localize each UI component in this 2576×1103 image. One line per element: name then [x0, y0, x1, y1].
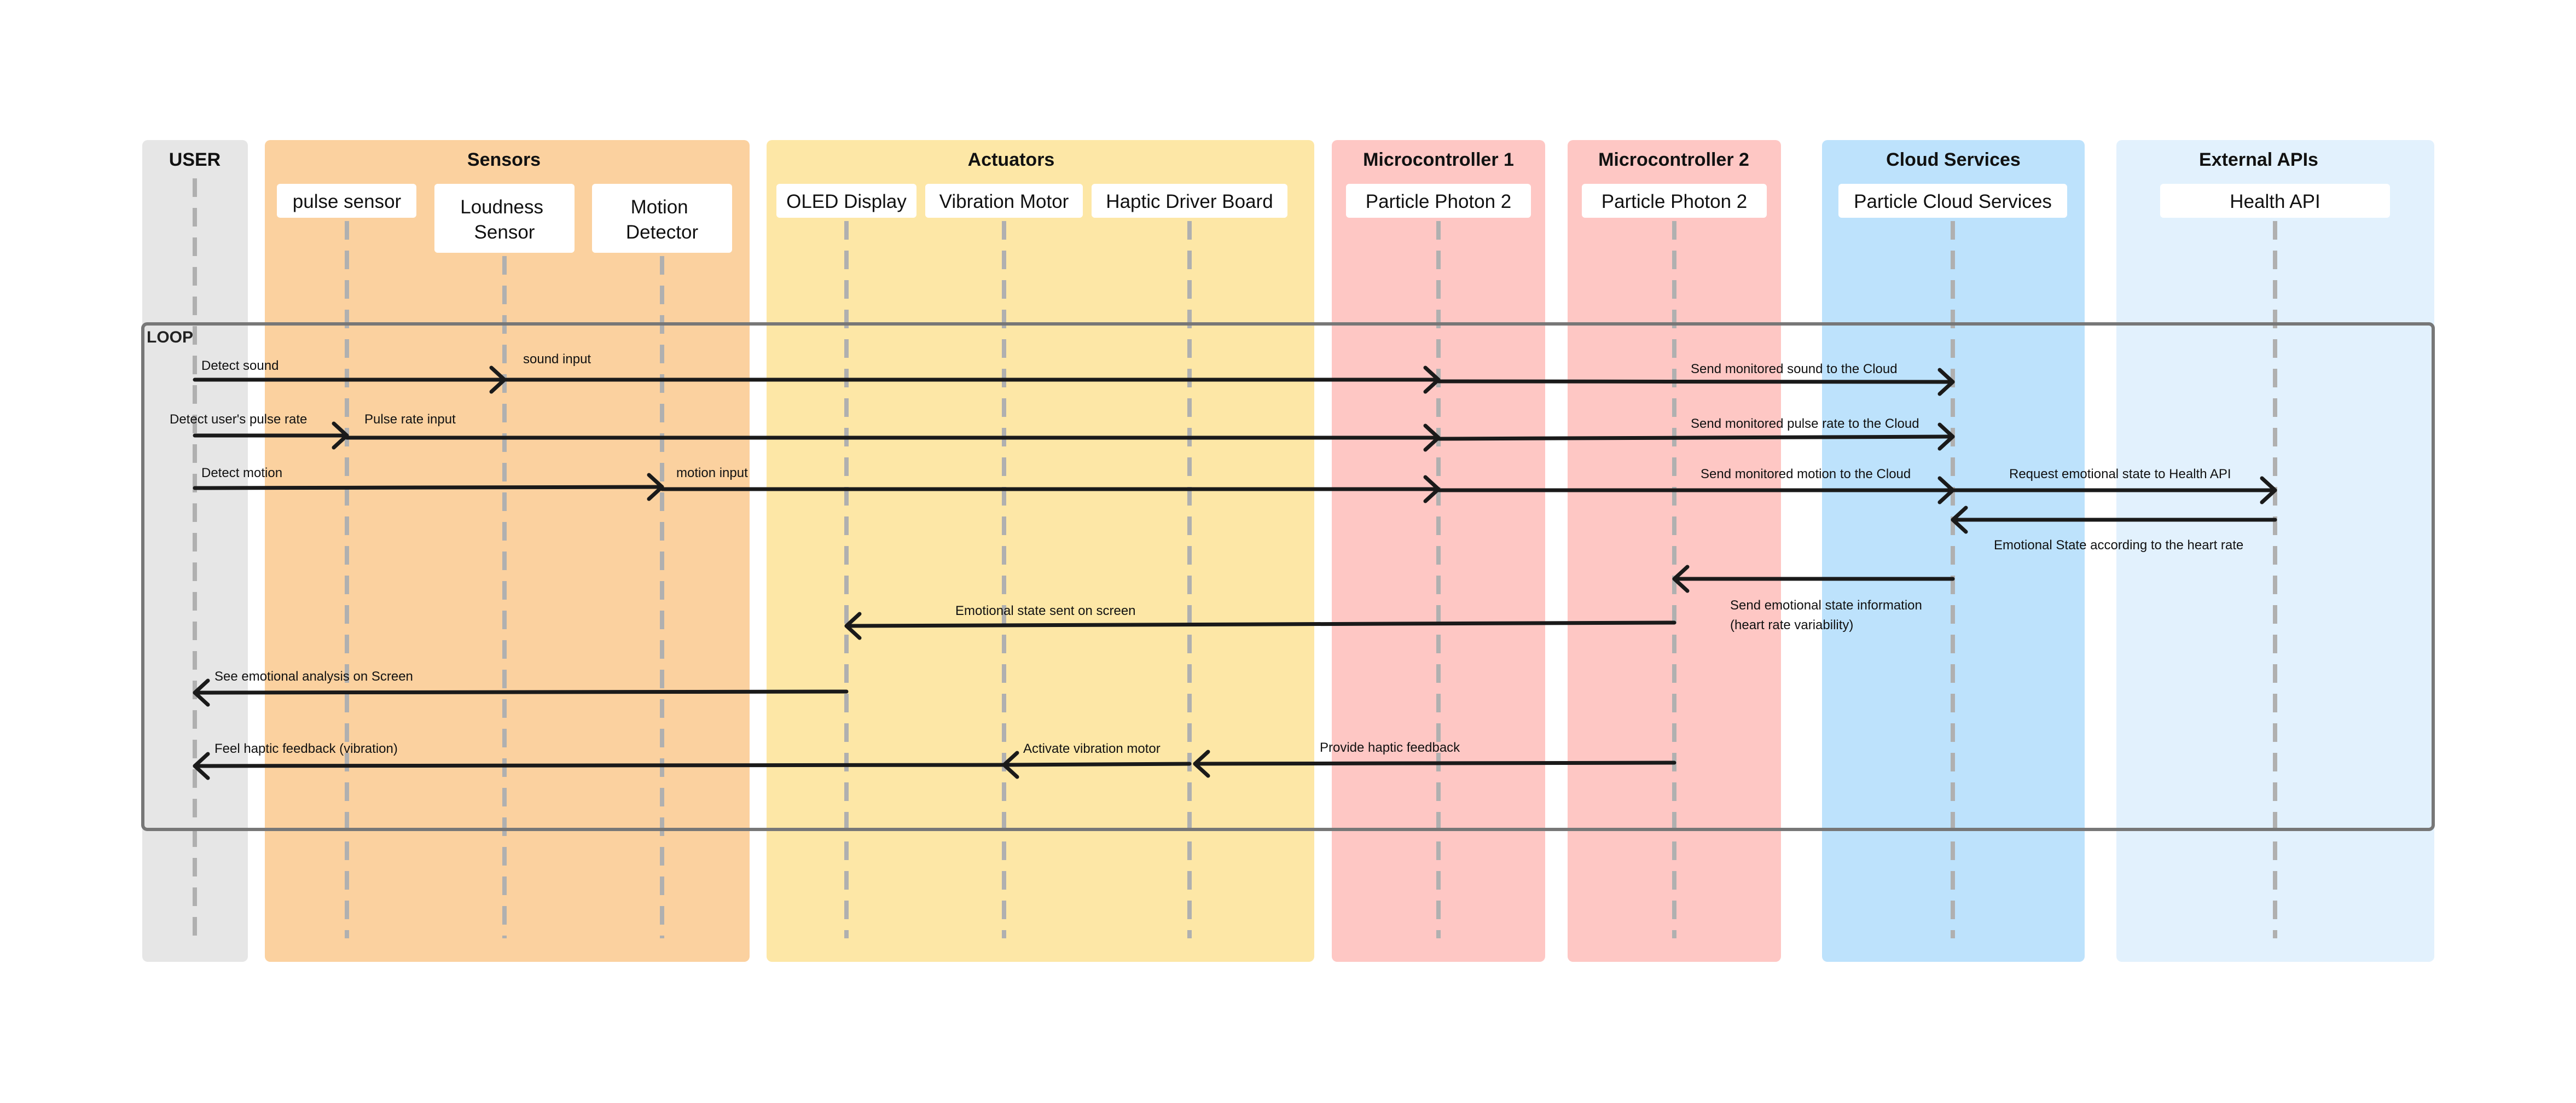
- group-microcontroller-1-title: Microcontroller 1: [1363, 149, 1514, 170]
- message-detect-pulse-label: Detect user's pulse rate: [170, 412, 307, 427]
- group-microcontroller-2-title: Microcontroller 2: [1598, 149, 1749, 170]
- message-request-health-label: Request emotional state to Health API: [2009, 467, 2231, 481]
- message-feel-haptic-line: [195, 765, 1004, 766]
- message-feel-haptic-label: Feel haptic feedback (vibration): [214, 741, 398, 756]
- loop-label: LOOP: [147, 328, 193, 346]
- actor-motion-label-line1: Motion: [631, 196, 688, 218]
- actor-motion-label-line2: Detector: [626, 222, 699, 243]
- message-emotional-state-return-label: Emotional State according to the heart r…: [1994, 538, 2243, 553]
- message-send-emotional-info-label-line1: Send emotional state information: [1730, 598, 1922, 613]
- message-send-sound-line: [1438, 381, 1953, 382]
- message-sound-input-label: sound input: [523, 352, 591, 367]
- actor-mc2-label: Particle Photon 2: [1602, 191, 1748, 212]
- actor-cloud-label: Particle Cloud Services: [1854, 191, 2052, 212]
- actor-oled-label: OLED Display: [786, 191, 907, 212]
- actor-pulse-label: pulse sensor: [293, 191, 402, 212]
- message-activate-vibration-line: [1004, 764, 1190, 765]
- message-haptic-feedback-label: Provide haptic feedback: [1320, 740, 1460, 755]
- message-send-emotional-info-label-line2: (heart rate variability): [1730, 618, 1853, 632]
- message-motion-input-label: motion input: [676, 466, 748, 480]
- actor-haptic-label: Haptic Driver Board: [1106, 191, 1273, 212]
- group-external-title: External APIs: [2199, 149, 2318, 170]
- actor-loudness-label-line2: Sensor: [474, 222, 535, 243]
- message-detect-motion-line: [195, 487, 662, 488]
- message-detect-motion-label: Detect motion: [201, 466, 282, 480]
- actor-mc1-label: Particle Photon 2: [1366, 191, 1512, 212]
- message-send-pulse-line: [1438, 437, 1953, 439]
- message-activate-vibration-label: Activate vibration motor: [1023, 741, 1161, 756]
- group-sensors-title: Sensors: [467, 149, 541, 170]
- group-cloud-title: Cloud Services: [1886, 149, 2021, 170]
- actor-vibration-label: Vibration Motor: [939, 191, 1069, 212]
- message-pulse-input-label: Pulse rate input: [364, 412, 456, 427]
- group-actuators-column: [767, 140, 1314, 962]
- message-state-on-screen-label: Emotional state sent on screen: [955, 603, 1136, 618]
- message-haptic-feedback-line: [1195, 763, 1674, 764]
- group-user-title: USER: [169, 149, 221, 170]
- message-send-motion-label: Send monitored motion to the Cloud: [1701, 467, 1911, 481]
- group-actuators-title: Actuators: [968, 149, 1055, 170]
- message-see-analysis-label: See emotional analysis on Screen: [214, 669, 413, 684]
- message-send-sound-label: Send monitored sound to the Cloud: [1691, 362, 1898, 376]
- message-send-pulse-label: Send monitored pulse rate to the Cloud: [1691, 416, 1919, 431]
- group-sensors-column: [265, 140, 750, 962]
- message-see-analysis-line: [195, 692, 846, 693]
- message-detect-sound-label: Detect sound: [201, 358, 279, 373]
- actor-loudness-label-line1: Loudness: [460, 196, 543, 218]
- actor-health-label: Health API: [2230, 191, 2320, 212]
